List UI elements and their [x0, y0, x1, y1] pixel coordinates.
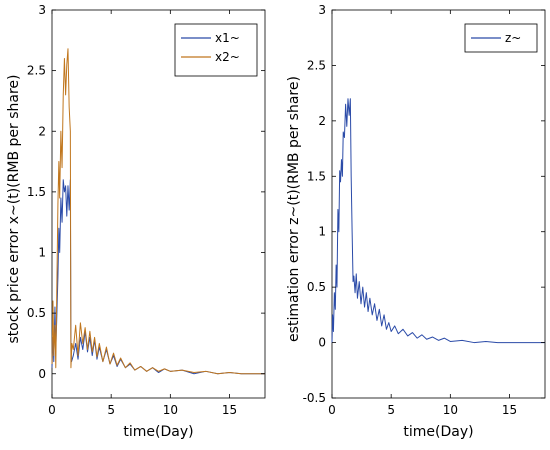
x-tick-label: 0	[48, 403, 56, 417]
y-tick-label: 2.5	[27, 64, 46, 78]
plot-area	[331, 9, 546, 399]
y-tick-label: 3	[318, 3, 326, 17]
legend-box	[174, 23, 258, 77]
x-tick-label: 5	[387, 403, 395, 417]
x-tick-label: 5	[107, 403, 115, 417]
y-tick-label: 0.5	[27, 306, 46, 320]
y-tick-label: 3	[38, 3, 46, 17]
y-tick-label: 1.5	[307, 169, 326, 183]
x-tick-label: 15	[222, 403, 237, 417]
y-tick-label: 1	[318, 225, 326, 239]
y-tick-label: 2	[38, 124, 46, 138]
chart-stock-price-error: 0 5 10 15 0 0.5 1 1.5 2 2.5 3 time(Day) stock price …	[6, 3, 266, 440]
chart-estimation-error: 0 5 10 15-0.500.511.522.53time(Day)estimati…	[286, 3, 546, 440]
x-axis-label: time(Day)	[403, 424, 473, 440]
x-tick-label: 10	[163, 403, 178, 417]
legend: x1~x2~	[174, 23, 258, 77]
x-tick-label: 15	[502, 403, 517, 417]
y-tick-label: 1.5	[27, 185, 46, 199]
series-line-1	[51, 48, 265, 375]
x-tick-label: 10	[443, 403, 458, 417]
y-axis-label: estimation error z~(t)(RMB per share)	[286, 76, 302, 342]
y-tick-label: -0.5	[303, 391, 326, 405]
x-axis-label: time(Day)	[123, 424, 193, 440]
legend: z~	[464, 23, 538, 53]
y-tick-label: 1	[38, 246, 46, 260]
y-tick-label: 2.5	[307, 58, 326, 72]
x-tick-label: 0	[328, 403, 336, 417]
y-tick-label: 0	[318, 336, 326, 350]
legend-label-1: x2~	[215, 50, 240, 64]
y-tick-label: 0.5	[307, 280, 326, 294]
series-line-0	[331, 98, 545, 344]
y-axis-label: stock price error x~(t)(RMB per share)	[6, 75, 22, 344]
legend-label-0: z~	[505, 31, 521, 45]
y-tick-label: 2	[318, 114, 326, 128]
legend-label-0: x1~	[215, 31, 240, 45]
y-tick-label: 0	[38, 367, 46, 381]
